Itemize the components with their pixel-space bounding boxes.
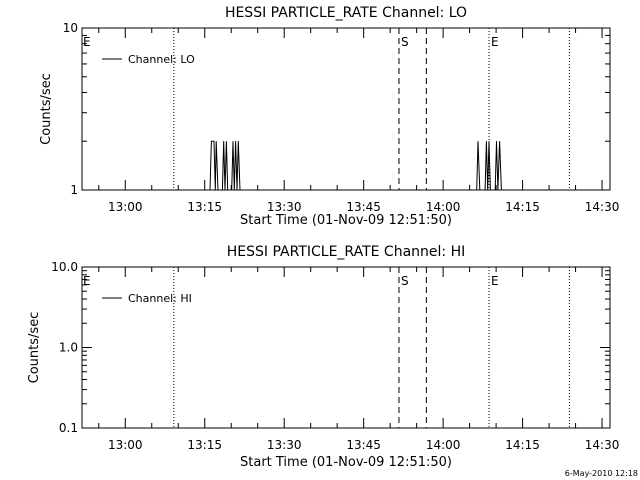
panel2-x-tick-label: 14:00 [426,438,461,452]
panel2-y-tick-label: 10.0 [51,260,78,274]
panel1-y-axis-label: Counts/sec [39,73,54,145]
panel1-series-line [209,140,502,191]
panel1-y-tick-label: 1 [70,183,78,197]
panel1-x-tick-label: 14:00 [426,200,461,214]
panel1-x-tick-label: 13:00 [108,200,143,214]
panel1-x-tick-label: 14:30 [585,200,620,214]
plot-timestamp: 6-May-2010 12:18 [564,469,638,478]
panel2-y-axis-label: Counts/sec [27,312,42,384]
panel1-x-axis-label: Start Time (01-Nov-09 12:51:50) [240,213,452,228]
panel2-y-tick-label: 1.0 [59,341,78,355]
panel1-chart-title: HESSI PARTICLE_RATE Channel: LO [225,5,467,21]
panel2-marker-label-s: S [401,274,409,288]
panel2-x-tick-label: 14:15 [505,438,540,452]
panel1-marker-label-s: S [401,35,409,49]
panel2-x-tick-label: 13:30 [267,438,302,452]
panel2-legend-label: Channel: HI [128,292,192,305]
panel2-marker-label-e: E [491,274,499,288]
panel2-x-axis-label: Start Time (01-Nov-09 12:51:50) [240,455,452,470]
panel2-x-tick-label: 13:00 [108,438,143,452]
panel2-chart-title: HESSI PARTICLE_RATE Channel: HI [227,244,465,260]
panel2-x-tick-label: 13:15 [187,438,222,452]
panel2-x-tick-label: 13:45 [346,438,381,452]
panel1-x-tick-label: 14:15 [505,200,540,214]
panel1-legend-label: Channel: LO [128,53,195,66]
panel1-edge-marker-label: E [83,35,91,49]
panel1-x-tick-label: 13:15 [187,200,222,214]
panel2-x-tick-label: 14:30 [585,438,620,452]
panel2-y-tick-label: 0.1 [59,421,78,435]
panel1-y-tick-label: 10 [63,21,78,35]
panel1-x-tick-label: 13:30 [267,200,302,214]
panel1-marker-label-e: E [491,35,499,49]
panel1-x-tick-label: 13:45 [346,200,381,214]
panel2-edge-marker-label: E [83,274,91,288]
